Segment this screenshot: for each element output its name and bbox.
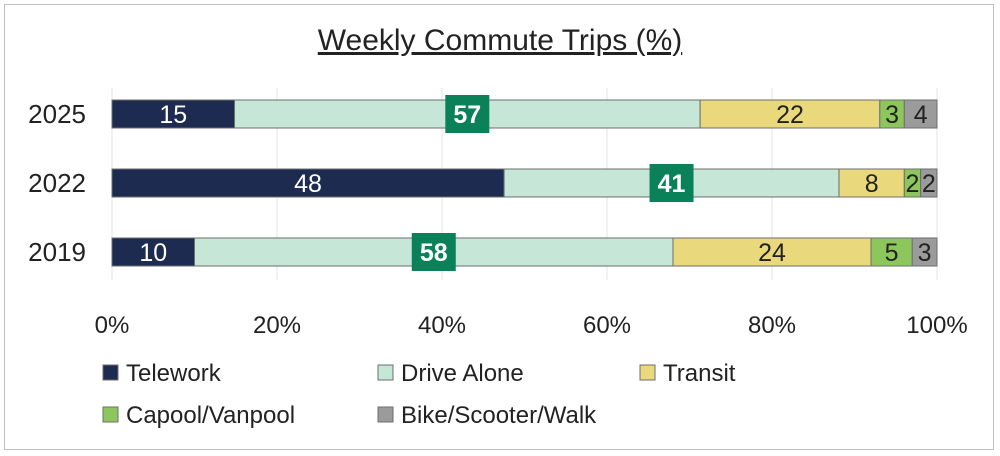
bar-segment <box>111 168 505 198</box>
bar-segment <box>903 99 938 129</box>
legend-swatch <box>639 364 656 381</box>
bar-segment <box>672 237 872 267</box>
data-label: 41 <box>658 170 686 198</box>
bar-segment <box>879 99 905 129</box>
data-label: 24 <box>758 239 786 267</box>
data-label: 2 <box>906 170 920 198</box>
x-tick-label: 100% <box>906 312 967 339</box>
bar-segment <box>111 237 195 267</box>
x-tick-label: 40% <box>418 312 466 339</box>
y-category-label: 2019 <box>28 237 86 267</box>
legend-label: Telework <box>126 360 222 387</box>
data-label: 10 <box>139 239 167 267</box>
data-label: 5 <box>885 239 899 267</box>
data-label: 4 <box>914 101 928 129</box>
x-tick-label: 0% <box>95 312 130 339</box>
legend-label: Drive Alone <box>401 360 524 387</box>
x-tick-label: 20% <box>253 312 301 339</box>
y-category-label: 2022 <box>28 168 86 198</box>
data-label-box <box>445 95 490 133</box>
legend-swatch <box>377 406 394 423</box>
legend-swatch <box>102 406 119 423</box>
bar-segment <box>699 99 881 129</box>
data-label: 8 <box>865 170 879 198</box>
data-label: 58 <box>420 239 448 267</box>
data-label: 57 <box>453 101 481 129</box>
data-label-box <box>649 164 694 202</box>
chart-frame <box>4 4 994 450</box>
chart-title: Weekly Commute Trips (%) <box>318 24 683 57</box>
data-label: 3 <box>918 239 932 267</box>
legend-label: Bike/Scooter/Walk <box>401 402 597 429</box>
legend-swatch <box>377 364 394 381</box>
data-label: 3 <box>885 101 899 129</box>
data-label: 15 <box>159 101 187 129</box>
bar-segment <box>838 168 905 198</box>
x-tick-label: 80% <box>748 312 796 339</box>
data-label: 48 <box>294 170 322 198</box>
bar-segment <box>870 237 913 267</box>
data-label: 22 <box>776 101 804 129</box>
y-category-label: 2025 <box>28 99 86 129</box>
data-label: 2 <box>922 170 936 198</box>
bar-segment <box>911 237 938 267</box>
legend-label: Capool/Vanpool <box>126 402 295 429</box>
x-tick-label: 60% <box>583 312 631 339</box>
legend-label: Transit <box>663 360 736 387</box>
legend-swatch <box>102 364 119 381</box>
bar-segment <box>920 168 938 198</box>
data-label-box <box>411 233 456 271</box>
